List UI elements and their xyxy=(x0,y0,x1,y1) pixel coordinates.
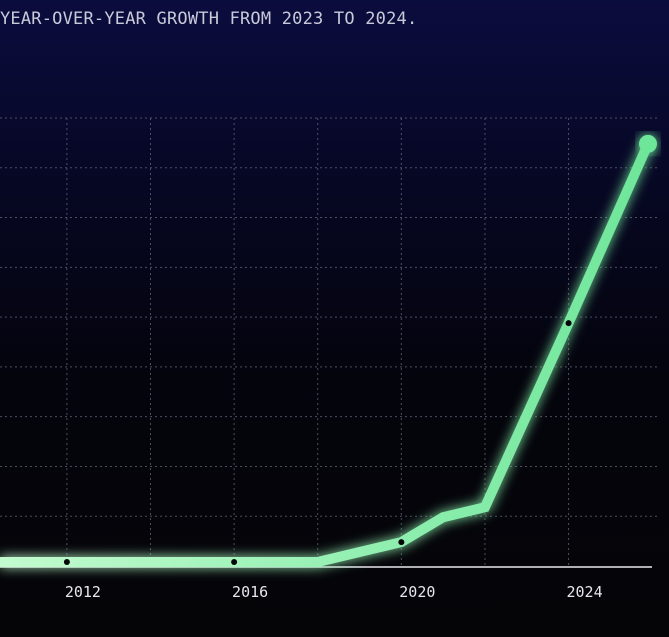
data-point-marker xyxy=(565,320,572,327)
series xyxy=(0,134,657,567)
end-point-marker xyxy=(639,134,657,153)
data-point-marker xyxy=(231,559,238,565)
x-tick-label: 2016 xyxy=(232,583,268,601)
data-point-marker xyxy=(63,559,70,565)
x-tick-label: 2012 xyxy=(65,583,101,601)
x-tick-label: 2020 xyxy=(399,583,435,601)
x-tick-label: 2024 xyxy=(567,583,603,601)
series-line xyxy=(0,141,653,567)
chart-title: YEAR-OVER-YEAR GROWTH FROM 2023 TO 2024. xyxy=(0,9,418,29)
data-point-marker xyxy=(398,539,405,546)
x-tick-labels: 2012 2016 2020 2024 xyxy=(65,583,603,601)
